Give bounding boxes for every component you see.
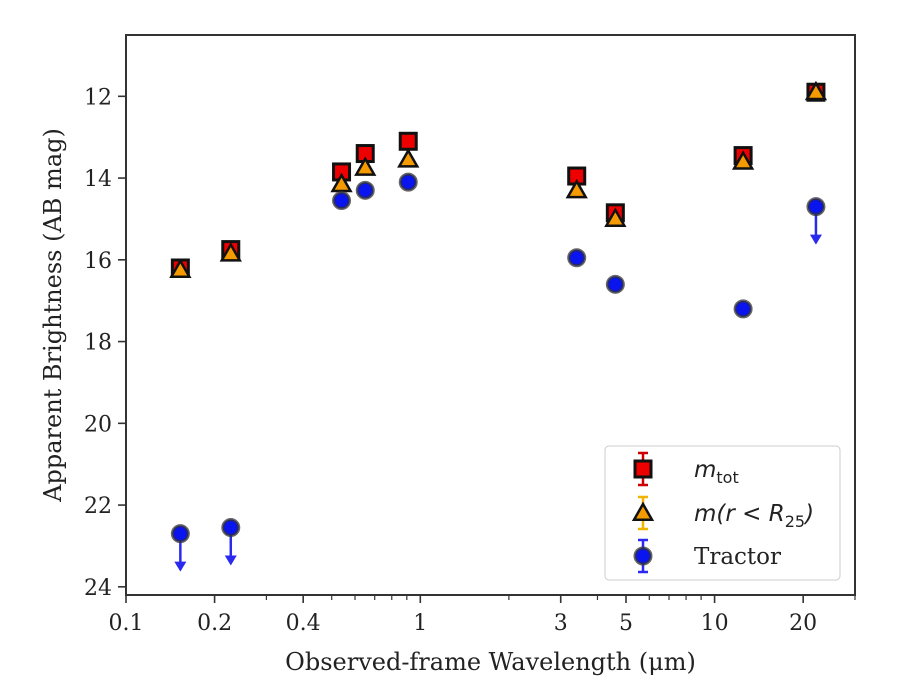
triangle-point [169, 258, 192, 279]
x-tick-label: 5 [619, 611, 633, 636]
circle-point [605, 274, 625, 294]
legend-label: m(r < R25) [694, 501, 814, 531]
x-tick-label: 0.1 [109, 611, 144, 636]
triangle-point [565, 178, 588, 199]
square-point [398, 131, 418, 151]
circle-point [733, 299, 753, 319]
x-tick-label: 1 [413, 611, 427, 636]
axis-ticks: 0.1 0.2 0.4 1 3 5 10 20 12 14 16 18 20 22 24 [84, 85, 856, 636]
y-tick-label: 16 [84, 249, 112, 274]
circle-point [170, 524, 190, 544]
triangle-point [354, 156, 377, 176]
y-tick-label: 24 [84, 576, 112, 601]
triangle-point [731, 150, 755, 170]
triangle-point [330, 172, 353, 193]
series-triangle-group [169, 80, 828, 279]
triangle-point [397, 148, 420, 168]
legend-square-marker [633, 459, 653, 479]
upper-limit-arrowhead [809, 234, 822, 245]
circle-point [332, 191, 352, 211]
x-tick-label: 0.2 [197, 611, 232, 636]
y-tick-label: 18 [84, 331, 112, 356]
x-tick-label: 3 [554, 611, 568, 636]
circle-point [221, 518, 241, 538]
x-tick-label: 20 [789, 611, 817, 636]
series-circle-group [170, 172, 826, 572]
plot-frame [125, 34, 856, 596]
x-tick-label: 0.4 [286, 611, 321, 636]
y-tick-label: 12 [84, 85, 112, 110]
triangle-point [604, 207, 627, 227]
legend-triangle-marker [631, 501, 655, 521]
circle-point [806, 197, 826, 217]
circle-point [355, 180, 375, 200]
y-axis-label: Apparent Brightness (AB mag) [39, 128, 67, 503]
x-tick-label: 10 [701, 611, 729, 636]
legend: mtot m(r < R25) Tractor [604, 445, 841, 581]
triangle-point [219, 242, 242, 262]
upper-limit-arrowhead [224, 555, 237, 566]
y-tick-label: 14 [84, 167, 112, 192]
legend-label: Tractor [694, 544, 781, 570]
triangle-point [804, 80, 828, 101]
legend-circle-marker [633, 546, 653, 566]
legend-label: mtot [694, 457, 739, 487]
circle-point [567, 248, 587, 268]
series-square-group [170, 82, 826, 278]
upper-limit-arrowhead [174, 561, 187, 572]
legend-box [604, 445, 841, 581]
data-marks [169, 80, 828, 572]
circle-point [398, 172, 418, 192]
y-tick-label: 20 [84, 412, 112, 437]
y-tick-label: 22 [84, 494, 112, 519]
x-axis-label: Observed-frame Wavelength (μm) [285, 648, 696, 676]
